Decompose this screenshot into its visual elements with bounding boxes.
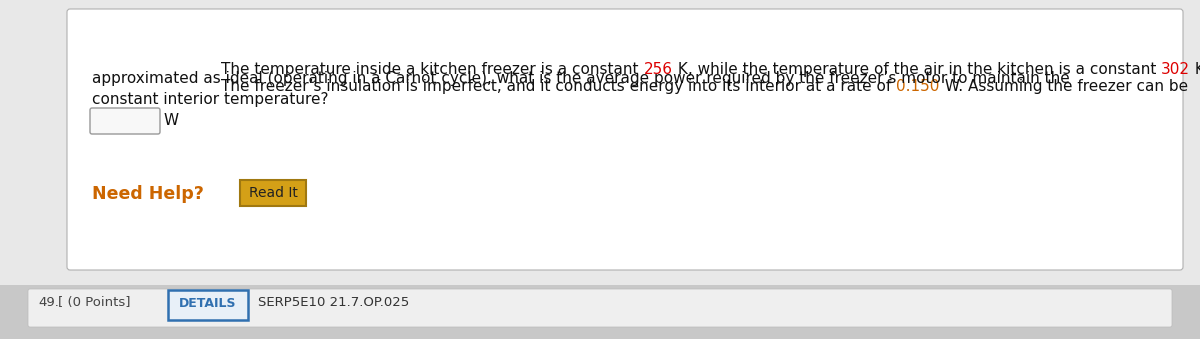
Text: W. Assuming the freezer can be: W. Assuming the freezer can be [940,79,1188,94]
Text: The temperature inside a kitchen freezer is a constant: The temperature inside a kitchen freezer… [221,62,643,77]
Bar [0,285,1200,339]
Text: 302: 302 [1160,62,1190,77]
FancyBboxPatch shape [90,108,160,134]
Text: W: W [164,113,179,128]
FancyBboxPatch shape [67,9,1183,270]
Text: K, while the temperature of the air in the kitchen is a constant: K, while the temperature of the air in t… [673,62,1160,77]
Text: Need Help?: Need Help? [92,185,204,203]
FancyBboxPatch shape [28,289,1172,327]
Text: SERP5E10 21.7.OP.025: SERP5E10 21.7.OP.025 [258,296,409,309]
Text: K.: K. [1190,62,1200,77]
Text: Read It: Read It [248,186,298,200]
Text: approximated as ideal (operating in a Carnot cycle), what is the average power r: approximated as ideal (operating in a Ca… [92,71,1069,86]
Text: DETAILS: DETAILS [179,297,236,310]
FancyBboxPatch shape [240,180,306,206]
Text: [ (0 Points]: [ (0 Points] [58,296,131,309]
FancyBboxPatch shape [168,290,248,320]
Text: 0.150: 0.150 [896,79,940,94]
Text: constant interior temperature?: constant interior temperature? [92,92,329,107]
Text: Need Help?: Need Help? [92,185,204,203]
Text: 256: 256 [643,62,673,77]
Text: The freezer’s insulation is imperfect, and it conducts energy into its interior : The freezer’s insulation is imperfect, a… [221,79,896,94]
Text: 49.: 49. [38,296,59,309]
